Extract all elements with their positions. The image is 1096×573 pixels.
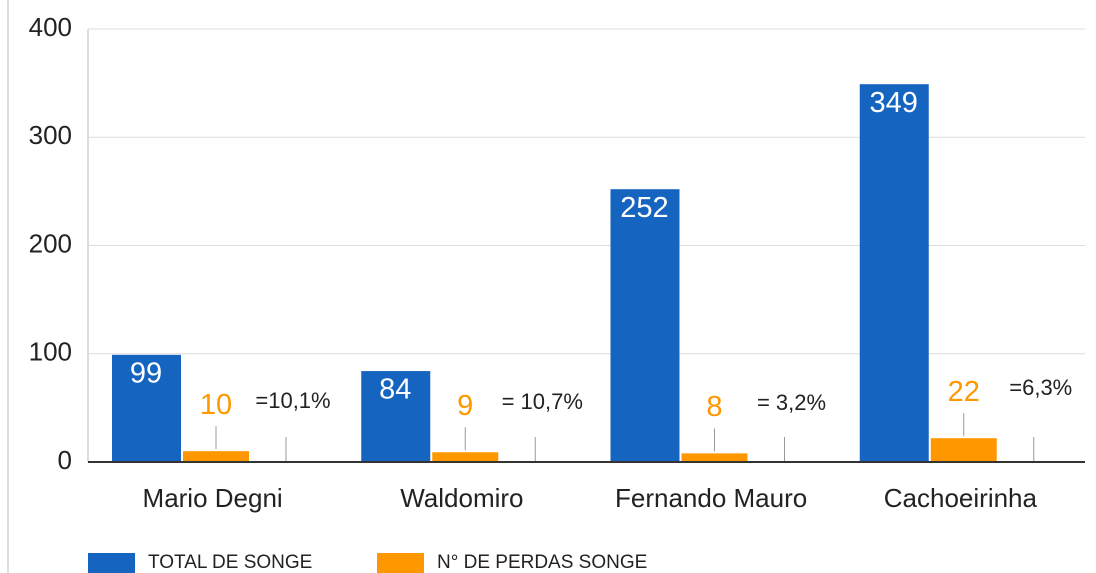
- bar: [112, 354, 181, 462]
- bar: [930, 438, 997, 462]
- data-label: 84: [379, 374, 411, 406]
- data-label: 10: [200, 389, 232, 421]
- annotation: =10,1%: [255, 388, 330, 413]
- legend-label: TOTAL DE SONGE: [148, 552, 312, 573]
- x-tick-label: Waldomiro: [400, 483, 523, 513]
- legend-swatch: [88, 553, 135, 573]
- data-label: 252: [620, 192, 668, 224]
- bar: [361, 371, 431, 462]
- bar: [183, 451, 249, 462]
- bar: [432, 452, 499, 462]
- bar: [681, 453, 748, 462]
- annotation: =6,3%: [1009, 375, 1072, 400]
- data-label: 349: [870, 87, 918, 119]
- x-tick-label: Mario Degni: [143, 483, 283, 513]
- y-tick-label: 100: [29, 337, 72, 367]
- data-label: 9: [457, 390, 473, 422]
- data-label: 99: [130, 357, 162, 389]
- y-tick-label: 400: [29, 12, 72, 42]
- y-tick-label: 0: [58, 445, 72, 475]
- annotation: = 3,2%: [757, 390, 826, 415]
- annotation: = 10,7%: [502, 389, 583, 414]
- y-tick-label: 200: [29, 228, 72, 258]
- legend-swatch: [377, 553, 424, 573]
- legend-label: N° DE PERDAS SONGE: [437, 552, 647, 573]
- data-label: 22: [948, 376, 980, 408]
- bar: [859, 84, 929, 463]
- x-tick-label: Fernando Mauro: [615, 483, 807, 513]
- y-tick-label: 300: [29, 120, 72, 150]
- data-label: 8: [706, 391, 722, 423]
- x-tick-label: Cachoeirinha: [884, 483, 1038, 513]
- bar: [610, 189, 680, 462]
